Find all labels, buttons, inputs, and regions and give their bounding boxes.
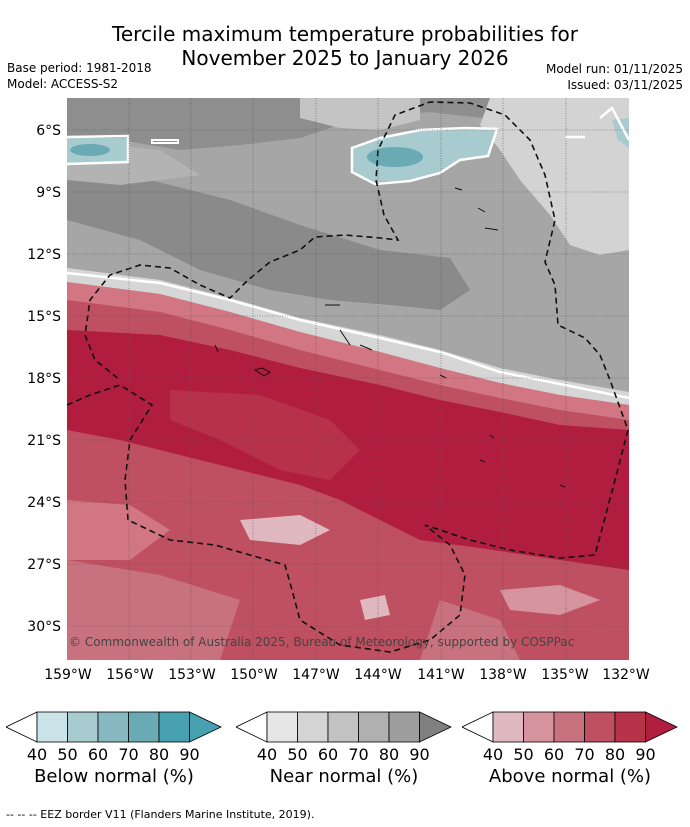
model-name: Model: ACCESS-S2 <box>7 77 119 91</box>
tick-label: 50 <box>513 745 534 764</box>
below-normal-patch-central <box>352 128 495 182</box>
eez-footnote: -- -- -- EEZ border V11 (Flanders Marine… <box>6 808 315 821</box>
contour-40-boundary <box>67 271 629 400</box>
longitude-labels: 159°W 156°W 153°W 150°W 147°W 144°W 141°… <box>44 667 650 683</box>
near-normal-50-transition <box>67 268 629 405</box>
legend-above-colorbar <box>462 711 678 743</box>
lat-label: 15°S <box>27 309 61 325</box>
lon-label: 132°W <box>602 667 650 683</box>
tick-label: 80 <box>148 745 170 764</box>
tick-label: 70 <box>118 745 139 764</box>
near-normal-60-region <box>300 98 420 130</box>
lat-label: 30°S <box>27 619 61 635</box>
above-normal-80-pocket <box>170 390 360 480</box>
legend-below-colorbar <box>6 711 222 743</box>
above-normal-60-southwest <box>67 500 170 560</box>
legend-near-normal: 40 50 60 70 80 90 Near normal (%) <box>236 711 452 787</box>
lon-label: 141°W <box>417 667 465 683</box>
lat-label: 9°S <box>36 185 61 201</box>
below-normal-core-central <box>367 147 423 167</box>
island-outlines <box>214 187 566 488</box>
below-normal-patch-east <box>612 118 629 148</box>
lat-label: 6°S <box>36 123 61 139</box>
title-line-1: Tercile maximum temperature probabilitie… <box>112 22 578 46</box>
map-title: Tercile maximum temperature probabilitie… <box>0 22 690 70</box>
tick-label: 60 <box>87 745 109 764</box>
lon-label: 147°W <box>292 667 340 683</box>
tick-label: 40 <box>26 745 48 764</box>
contour-40-east <box>599 106 629 141</box>
lon-label: 135°W <box>541 667 589 683</box>
above-normal-70-patch-south <box>420 600 520 660</box>
copyright-text: © Commonwealth of Australia 2025, Bureau… <box>69 635 574 649</box>
contour-40-small <box>151 139 179 144</box>
tick-label: 50 <box>57 745 78 764</box>
tick-label: 70 <box>574 745 595 764</box>
tick-label: 70 <box>348 745 369 764</box>
meta-right: Model run: 01/11/2025 Issued: 03/11/2025 <box>546 61 683 93</box>
legend-above-normal: 40 50 60 70 80 90 Above normal (%) <box>462 711 678 787</box>
tick-label: 80 <box>604 745 626 764</box>
contour-40-central <box>350 126 499 186</box>
legend-above-label: Above normal (%) <box>488 766 652 787</box>
lat-label: 27°S <box>27 557 61 573</box>
lat-label: 12°S <box>27 247 61 263</box>
above-normal-60-patch-southeast <box>500 585 600 615</box>
model-run: Model run: 01/11/2025 <box>545 62 683 76</box>
lon-label: 150°W <box>230 667 278 683</box>
tick-label: 80 <box>378 745 400 764</box>
tick-label: 50 <box>287 745 308 764</box>
lon-label: 156°W <box>106 667 154 683</box>
below-normal-core-west <box>70 144 110 156</box>
tick-label: 60 <box>543 745 565 764</box>
map-gridlines <box>67 98 629 660</box>
lon-label: 153°W <box>168 667 216 683</box>
latitude-labels: 6°S 9°S 12°S 15°S 18°S 21°S 24°S 27°S 30… <box>27 123 61 635</box>
title-line-2: November 2025 to January 2026 <box>181 46 509 70</box>
lat-label: 24°S <box>27 495 61 511</box>
base-period: Base period: 1981-2018 <box>7 61 152 75</box>
tick-label: 90 <box>635 745 656 764</box>
legend-near-colorbar <box>236 711 452 743</box>
issued-date: Issued: 03/11/2025 <box>567 78 683 92</box>
lon-label: 138°W <box>479 667 527 683</box>
near-normal-50-region <box>480 98 629 255</box>
contour-40-west <box>67 134 130 166</box>
above-normal-50-patch <box>240 515 330 545</box>
lon-label: 144°W <box>354 667 402 683</box>
lat-label: 21°S <box>27 433 61 449</box>
legend-near-label: Near normal (%) <box>269 766 419 787</box>
probability-map: © Commonwealth of Australia 2025, Bureau… <box>27 98 650 683</box>
tick-label: 90 <box>409 745 430 764</box>
near-normal-80-mid-band <box>67 180 470 310</box>
legend-below-normal: 40 50 60 70 80 90 Below normal (%) <box>6 711 222 787</box>
lat-label: 18°S <box>27 371 61 387</box>
tick-label: 40 <box>256 745 278 764</box>
meta-left: Base period: 1981-2018 Model: ACCESS-S2 <box>7 60 152 92</box>
above-normal-70-southwest <box>67 560 240 660</box>
legend-below-ticks: 40 50 60 70 80 90 <box>6 743 222 764</box>
tick-label: 60 <box>317 745 339 764</box>
lon-label: 159°W <box>44 667 92 683</box>
tick-label: 90 <box>179 745 200 764</box>
map-fields: © Commonwealth of Australia 2025, Bureau… <box>67 98 629 660</box>
tick-label: 40 <box>482 745 504 764</box>
legend-above-ticks: 40 50 60 70 80 90 <box>462 743 678 764</box>
above-normal-50-patch-south <box>360 595 390 620</box>
legend-near-ticks: 40 50 60 70 80 90 <box>236 743 452 764</box>
eez-border <box>67 101 629 653</box>
legend-below-label: Below normal (%) <box>34 766 194 787</box>
